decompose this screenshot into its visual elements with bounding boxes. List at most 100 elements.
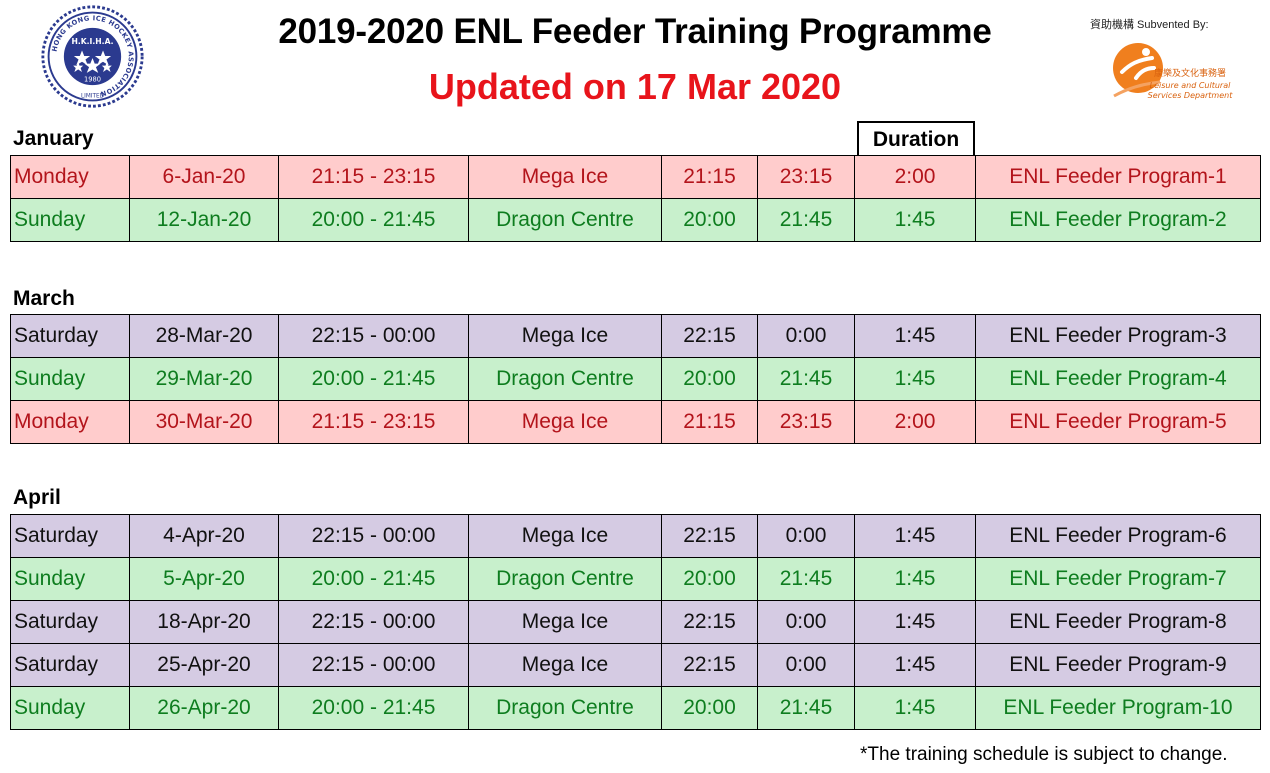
lcsd-en-1: Leisure and Cultural	[1150, 81, 1231, 90]
schedule-row: Saturday 18-Apr-20 22:15 - 00:00 Mega Ice 22…	[10, 600, 1261, 644]
cell-time: 21:15 - 23:15	[278, 155, 469, 199]
cell-start: 21:15	[661, 155, 758, 199]
cell-venue: Dragon Centre	[468, 357, 662, 401]
cell-duration: 1:45	[854, 198, 976, 242]
cell-program: ENL Feeder Program-8	[975, 600, 1261, 644]
hkiha-logo: HONG KONG ICE HOCKEY ASSOCIATION H.K.I.H…	[41, 5, 144, 108]
cell-time: 20:00 - 21:45	[278, 557, 469, 601]
cell-program: ENL Feeder Program-1	[975, 155, 1261, 199]
cell-end: 21:45	[757, 357, 855, 401]
cell-venue: Dragon Centre	[468, 686, 662, 730]
schedule-row: Monday 6-Jan-20 21:15 - 23:15 Mega Ice 21:15…	[10, 155, 1261, 199]
schedule-table-march: Saturday 28-Mar-20 22:15 - 00:00 Mega Ice 22…	[10, 314, 1261, 444]
cell-duration: 1:45	[854, 643, 976, 687]
cell-end: 21:45	[757, 198, 855, 242]
cell-program: ENL Feeder Program-10	[975, 686, 1261, 730]
cell-day: Monday	[10, 155, 130, 199]
page-subtitle: Updated on 17 Mar 2020	[428, 66, 842, 107]
cell-time: 20:00 - 21:45	[278, 357, 469, 401]
cell-time: 22:15 - 00:00	[278, 514, 469, 558]
cell-day: Sunday	[10, 686, 130, 730]
cell-end: 21:45	[757, 686, 855, 730]
schedule-row: Sunday 26-Apr-20 20:00 - 21:45 Dragon Centr…	[10, 686, 1261, 730]
cell-date: 12-Jan-20	[129, 198, 279, 242]
cell-date: 25-Apr-20	[129, 643, 279, 687]
cell-end: 21:45	[757, 557, 855, 601]
schedule-row: Sunday 12-Jan-20 20:00 - 21:45 Dragon Centr…	[10, 198, 1261, 242]
cell-venue: Mega Ice	[468, 514, 662, 558]
cell-venue: Mega Ice	[468, 400, 662, 444]
cell-duration: 2:00	[854, 400, 976, 444]
cell-start: 20:00	[661, 198, 758, 242]
cell-day: Sunday	[10, 198, 130, 242]
cell-day: Saturday	[10, 314, 130, 358]
logo-year: 1980	[84, 75, 101, 83]
cell-duration: 1:45	[854, 357, 976, 401]
cell-day: Sunday	[10, 357, 130, 401]
cell-time: 20:00 - 21:45	[278, 198, 469, 242]
lcsd-logo: 康樂及文化事務署 Leisure and Cultural Services D…	[1113, 43, 1233, 100]
cell-program: ENL Feeder Program-6	[975, 514, 1261, 558]
schedule-table-april: Saturday 4-Apr-20 22:15 - 00:00 Mega Ice 22:…	[10, 514, 1261, 730]
cell-end: 23:15	[757, 155, 855, 199]
cell-duration: 1:45	[854, 557, 976, 601]
logo-bottom-text: LIMITED	[81, 94, 105, 100]
month-label-march: March	[13, 287, 75, 310]
cell-program: ENL Feeder Program-9	[975, 643, 1261, 687]
schedule-table-january: Monday 6-Jan-20 21:15 - 23:15 Mega Ice 21:15…	[10, 155, 1261, 242]
cell-time: 21:15 - 23:15	[278, 400, 469, 444]
cell-venue: Mega Ice	[468, 600, 662, 644]
cell-date: 30-Mar-20	[129, 400, 279, 444]
cell-start: 21:15	[661, 400, 758, 444]
cell-duration: 1:45	[854, 314, 976, 358]
cell-duration: 2:00	[854, 155, 976, 199]
cell-end: 0:00	[757, 514, 855, 558]
logo-abbr: H.K.I.H.A.	[71, 37, 113, 46]
cell-date: 4-Apr-20	[129, 514, 279, 558]
schedule-row: Sunday 5-Apr-20 20:00 - 21:45 Dragon Centre…	[10, 557, 1261, 601]
cell-time: 22:15 - 00:00	[278, 643, 469, 687]
cell-duration: 1:45	[854, 686, 976, 730]
cell-date: 18-Apr-20	[129, 600, 279, 644]
schedule-row: Saturday 28-Mar-20 22:15 - 00:00 Mega Ice 22…	[10, 314, 1261, 358]
cell-program: ENL Feeder Program-4	[975, 357, 1261, 401]
cell-duration: 1:45	[854, 600, 976, 644]
cell-venue: Dragon Centre	[468, 557, 662, 601]
cell-venue: Mega Ice	[468, 643, 662, 687]
cell-day: Saturday	[10, 643, 130, 687]
footnote: *The training schedule is subject to cha…	[860, 744, 1228, 765]
cell-venue: Mega Ice	[468, 155, 662, 199]
cell-time: 22:15 - 00:00	[278, 314, 469, 358]
cell-date: 29-Mar-20	[129, 357, 279, 401]
cell-start: 20:00	[661, 557, 758, 601]
cell-start: 22:15	[661, 514, 758, 558]
cell-date: 26-Apr-20	[129, 686, 279, 730]
cell-program: ENL Feeder Program-3	[975, 314, 1261, 358]
schedule-row: Saturday 25-Apr-20 22:15 - 00:00 Mega Ice 22…	[10, 643, 1261, 687]
cell-date: 6-Jan-20	[129, 155, 279, 199]
sponsor-label: 資助機構 Subvented By:	[1090, 19, 1209, 31]
cell-end: 23:15	[757, 400, 855, 444]
cell-date: 5-Apr-20	[129, 557, 279, 601]
cell-venue: Dragon Centre	[468, 198, 662, 242]
cell-time: 22:15 - 00:00	[278, 600, 469, 644]
cell-program: ENL Feeder Program-7	[975, 557, 1261, 601]
cell-program: ENL Feeder Program-5	[975, 400, 1261, 444]
page-title: 2019-2020 ENL Feeder Training Programme	[278, 12, 992, 51]
cell-time: 20:00 - 21:45	[278, 686, 469, 730]
schedule-row: Saturday 4-Apr-20 22:15 - 00:00 Mega Ice 22:…	[10, 514, 1261, 558]
cell-venue: Mega Ice	[468, 314, 662, 358]
cell-start: 20:00	[661, 686, 758, 730]
schedule-row: Sunday 29-Mar-20 20:00 - 21:45 Dragon Centr…	[10, 357, 1261, 401]
month-label-january: January	[13, 127, 94, 150]
month-label-april: April	[13, 486, 61, 509]
cell-end: 0:00	[757, 643, 855, 687]
cell-start: 20:00	[661, 357, 758, 401]
cell-duration: 1:45	[854, 514, 976, 558]
cell-start: 22:15	[661, 314, 758, 358]
cell-day: Saturday	[10, 514, 130, 558]
duration-header: Duration	[857, 121, 975, 155]
cell-program: ENL Feeder Program-2	[975, 198, 1261, 242]
schedule-row: Monday 30-Mar-20 21:15 - 23:15 Mega Ice 21:1…	[10, 400, 1261, 444]
cell-end: 0:00	[757, 314, 855, 358]
